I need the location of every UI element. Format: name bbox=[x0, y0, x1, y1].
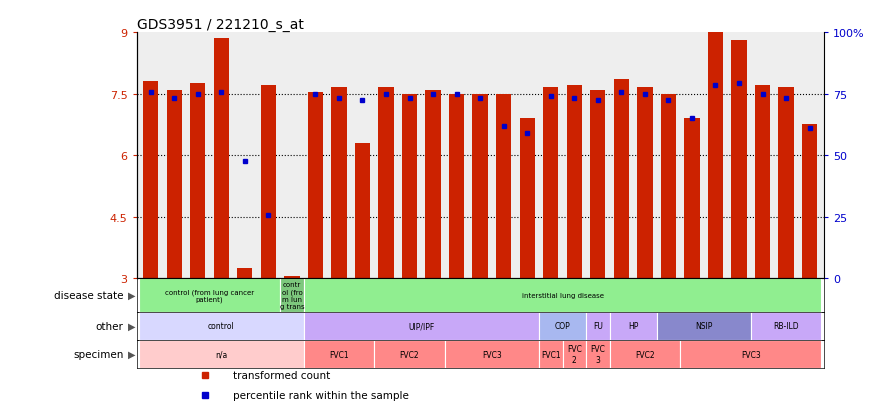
Bar bbox=[304, 340, 374, 368]
Bar bbox=[614, 80, 629, 278]
Bar bbox=[445, 340, 539, 368]
Text: control (from lung cancer
patient): control (from lung cancer patient) bbox=[165, 288, 254, 302]
Bar bbox=[562, 340, 586, 368]
Bar bbox=[520, 119, 535, 278]
Text: FVC3: FVC3 bbox=[482, 350, 502, 359]
Text: NSIP: NSIP bbox=[695, 322, 713, 331]
Text: UIP/IPF: UIP/IPF bbox=[408, 322, 434, 331]
Bar bbox=[656, 312, 751, 340]
Text: FU: FU bbox=[593, 322, 603, 331]
Bar bbox=[139, 312, 304, 340]
Text: disease state: disease state bbox=[54, 290, 123, 300]
Bar bbox=[539, 312, 586, 340]
Bar bbox=[586, 312, 610, 340]
Bar bbox=[751, 312, 821, 340]
Bar bbox=[355, 143, 370, 278]
Bar bbox=[374, 340, 445, 368]
Bar bbox=[610, 312, 656, 340]
Bar bbox=[707, 33, 723, 278]
Bar bbox=[331, 88, 346, 278]
Text: FVC1: FVC1 bbox=[541, 350, 560, 359]
Bar bbox=[590, 90, 605, 278]
Text: contr
ol (fro
m lun
g trans: contr ol (fro m lun g trans bbox=[279, 282, 304, 309]
Bar bbox=[426, 90, 440, 278]
Bar bbox=[731, 41, 747, 278]
Bar bbox=[237, 268, 253, 278]
Text: ▶: ▶ bbox=[128, 290, 136, 300]
Text: percentile rank within the sample: percentile rank within the sample bbox=[233, 390, 409, 400]
Bar bbox=[779, 88, 794, 278]
Text: n/a: n/a bbox=[215, 350, 227, 359]
Bar bbox=[496, 95, 511, 278]
Text: RB-ILD: RB-ILD bbox=[774, 322, 799, 331]
Bar bbox=[304, 312, 539, 340]
Text: FVC3: FVC3 bbox=[741, 350, 760, 359]
Text: FVC2: FVC2 bbox=[400, 350, 419, 359]
Text: COP: COP bbox=[555, 322, 570, 331]
Bar bbox=[285, 276, 300, 278]
Bar bbox=[680, 340, 821, 368]
Bar bbox=[143, 82, 159, 278]
Text: FVC
2: FVC 2 bbox=[566, 344, 581, 364]
Text: specimen: specimen bbox=[73, 349, 123, 359]
Bar bbox=[139, 340, 304, 368]
Text: HP: HP bbox=[628, 322, 639, 331]
Bar bbox=[661, 95, 676, 278]
Text: ▶: ▶ bbox=[128, 349, 136, 359]
Text: transformed count: transformed count bbox=[233, 370, 330, 380]
Bar bbox=[586, 340, 610, 368]
Text: FVC1: FVC1 bbox=[329, 350, 349, 359]
Bar bbox=[280, 278, 304, 312]
Text: GDS3951 / 221210_s_at: GDS3951 / 221210_s_at bbox=[137, 18, 303, 32]
Bar bbox=[213, 39, 229, 278]
Text: FVC
3: FVC 3 bbox=[590, 344, 605, 364]
Bar bbox=[539, 340, 562, 368]
Text: control: control bbox=[208, 322, 234, 331]
Bar bbox=[755, 86, 770, 278]
Bar bbox=[685, 119, 700, 278]
Text: interstitial lung disease: interstitial lung disease bbox=[522, 292, 603, 298]
Bar bbox=[167, 90, 181, 278]
Bar bbox=[378, 88, 394, 278]
Bar bbox=[472, 95, 488, 278]
Bar bbox=[190, 84, 205, 278]
Bar bbox=[402, 95, 418, 278]
Bar bbox=[449, 95, 464, 278]
Text: other: other bbox=[95, 321, 123, 331]
Text: ▶: ▶ bbox=[128, 321, 136, 331]
Bar bbox=[543, 88, 559, 278]
Text: FVC2: FVC2 bbox=[635, 350, 655, 359]
Bar bbox=[566, 86, 582, 278]
Bar bbox=[304, 278, 821, 312]
Bar bbox=[307, 93, 323, 278]
Bar bbox=[261, 86, 276, 278]
Bar bbox=[139, 278, 280, 312]
Bar bbox=[610, 340, 680, 368]
Bar bbox=[637, 88, 653, 278]
Bar bbox=[802, 125, 818, 278]
